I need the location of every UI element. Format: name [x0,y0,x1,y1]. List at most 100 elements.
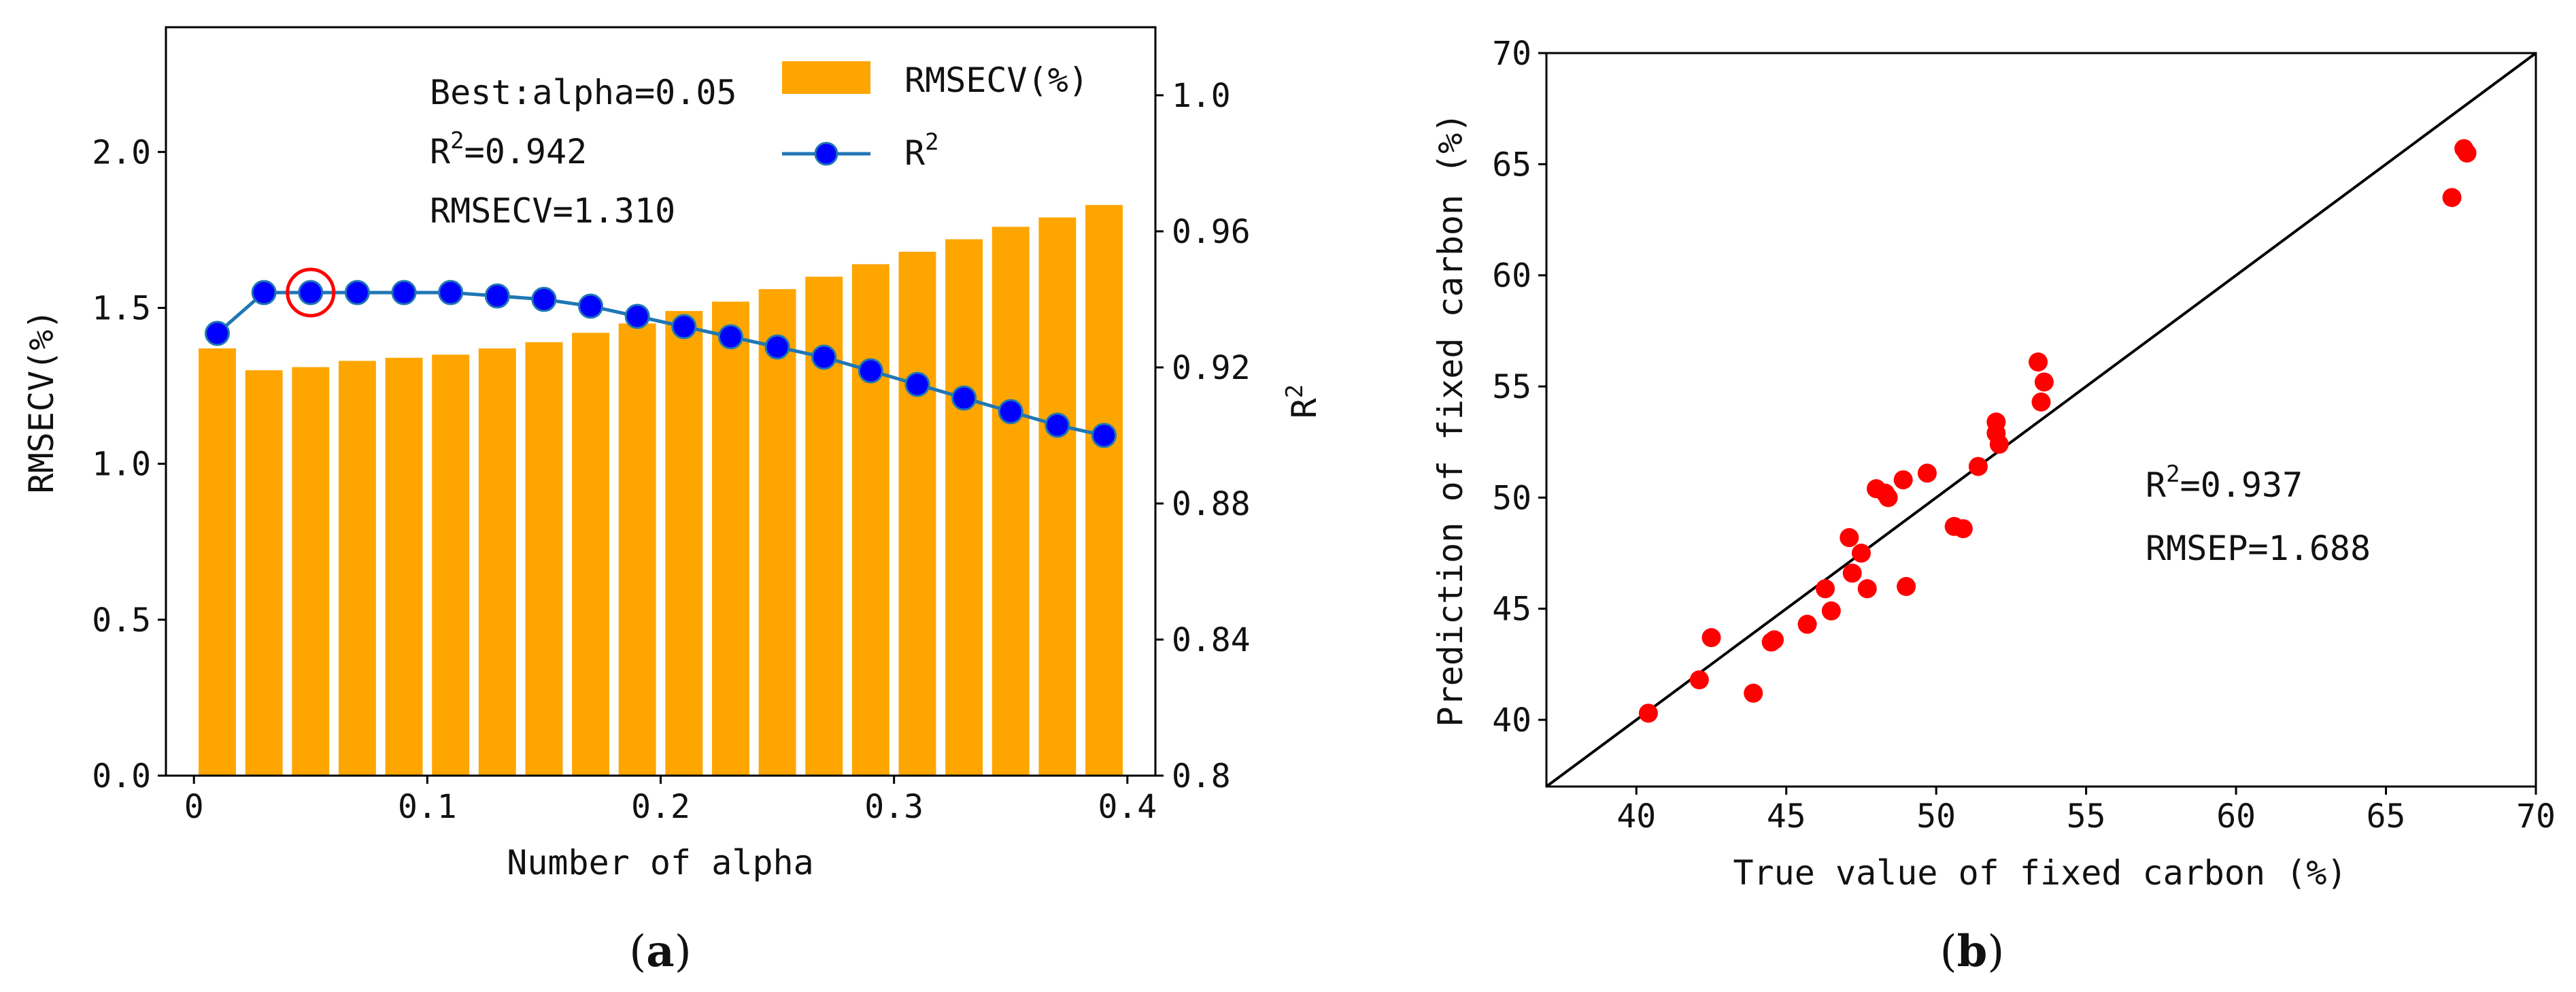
rmsecv-bar [525,342,563,776]
x-tick-label: 0.4 [1098,788,1157,826]
x-tick-label: 45 [1767,797,1806,836]
scatter-point [1917,463,1937,483]
x-tick-label: 50 [1916,797,1956,836]
scatter-point [1816,579,1835,599]
r2-point [578,293,604,319]
x-tick-label: 65 [2367,797,2406,836]
r2-point [624,303,650,329]
rmsecv-bar [945,239,983,776]
r2-point [1091,423,1117,448]
identity-line [1545,52,2537,788]
rmsecv-bar [199,348,236,776]
scatter-point [1893,470,1913,490]
r2-point [998,399,1023,425]
y-tick-label: 55 [1492,368,1531,406]
rmsep-annotation: RMSEP=1.688 [2146,529,2371,568]
rmsecv-bar [711,301,749,776]
r2-annotation-a: R2=0.942 [430,127,587,171]
y-left-tick-label: 0.5 [92,601,151,640]
y-right-tick-label: 0.84 [1172,621,1251,659]
legend-label-r2: R2 [904,129,939,173]
x-tick-label: 60 [2216,797,2256,836]
scatter-point [1689,670,1709,690]
x-tick-label: 0.1 [398,788,457,826]
rmsecv-bar [1038,217,1077,776]
scatter-point [2031,392,2051,412]
r2-point [811,344,837,370]
y-tick-label: 50 [1492,479,1531,517]
panel-b: 40 45 50 55 60 65 70 40 45 50 55 60 65 70 R2=0.937 R… [1431,35,2556,977]
r2-point [204,320,230,346]
y-tick-label: 45 [1492,591,1531,629]
y-left-tick-label: 0.0 [92,757,151,795]
rmsecv-bar [1085,205,1123,776]
scatter-point [1968,457,1988,476]
rmsecv-bar [385,357,423,776]
rmsecv-bar [992,227,1030,776]
rmsecv-annotation: RMSECV=1.310 [430,191,675,231]
r2-point [717,324,743,350]
rmsecv-bar [432,354,470,776]
scatter-point [1821,601,1841,621]
rmsecv-bar [618,323,656,776]
x-axis-ticks-b: 40 45 50 55 60 65 70 [1616,787,2556,836]
rmsecv-bar [338,361,376,776]
rmsecv-bar [851,264,889,776]
line-series-r2 [204,267,1117,448]
r2-point [671,314,697,340]
y-tick-label: 70 [1492,35,1531,73]
bar-series-rmsecv [199,205,1123,776]
legend-swatch-r2-marker [814,142,838,166]
best-alpha-annotation: Best:alpha=0.05 [430,73,737,112]
y-left-tick-label: 2.0 [92,133,151,171]
y-tick-label: 65 [1492,146,1531,184]
rmsecv-bar [898,252,936,776]
r2-point [531,286,557,312]
x-tick-label: 0 [184,788,204,826]
scatter-point [1638,704,1658,723]
reference-line-y-equals-x [1545,52,2537,788]
y-axis-ticks-b: 40 45 50 55 60 65 70 [1492,35,1546,740]
scatter-point [1953,519,1973,539]
r2-point [904,371,930,397]
scatter-point [1797,614,1817,634]
r2-point [344,280,370,305]
scatter-point [2457,144,2477,163]
r2-point [298,280,324,305]
x-axis-label-b: True value of fixed carbon (%) [1733,853,2347,893]
r2-point [764,334,790,360]
x-tick-label: 70 [2516,797,2556,836]
y-left-tick-label: 1.5 [92,290,151,328]
y-right-tick-label: 1.0 [1172,77,1231,115]
scatter-point [2029,352,2048,372]
y-left-tick-label: 1.0 [92,446,151,484]
x-tick-label: 0.2 [631,788,690,826]
caption-b: (b) [1940,926,2005,977]
legend-label-rmsecv: RMSECV(%) [904,61,1089,100]
y-left-axis-ticks-a: 0.0 0.5 1.0 1.5 2.0 [92,133,166,795]
scatter-point [1744,683,1763,703]
x-axis-ticks-a: 0 0.1 0.2 0.3 0.4 [184,776,1157,826]
r2-point [484,283,510,309]
r2-point [251,280,277,305]
rmsecv-bar [758,289,796,776]
y-right-axis-ticks-a: 0.8 0.84 0.88 0.92 0.96 1.0 [1155,77,1251,795]
r2-point [391,280,417,305]
y-tick-label: 40 [1492,701,1531,740]
rmsecv-bar [478,348,516,776]
scatter-point [1989,434,2009,454]
y-right-tick-label: 0.8 [1172,757,1231,795]
rmsecv-bar [572,333,610,776]
best-alpha-highlight-circle [286,267,336,318]
scatter-point [1878,488,1898,508]
legend-a: RMSECV(%) R2 [782,61,1089,173]
scatter-point [1840,528,1859,548]
x-axis-label-a: Number of alpha [507,843,814,882]
y-right-tick-label: 0.96 [1172,213,1251,251]
rmsecv-bar [292,367,330,776]
y-axis-label-b: Prediction of fixed carbon (%) [1431,112,1470,727]
x-tick-label: 55 [2067,797,2106,836]
y-right-axis-label-a: R2 [1281,384,1324,419]
scatter-series [1638,139,2477,723]
